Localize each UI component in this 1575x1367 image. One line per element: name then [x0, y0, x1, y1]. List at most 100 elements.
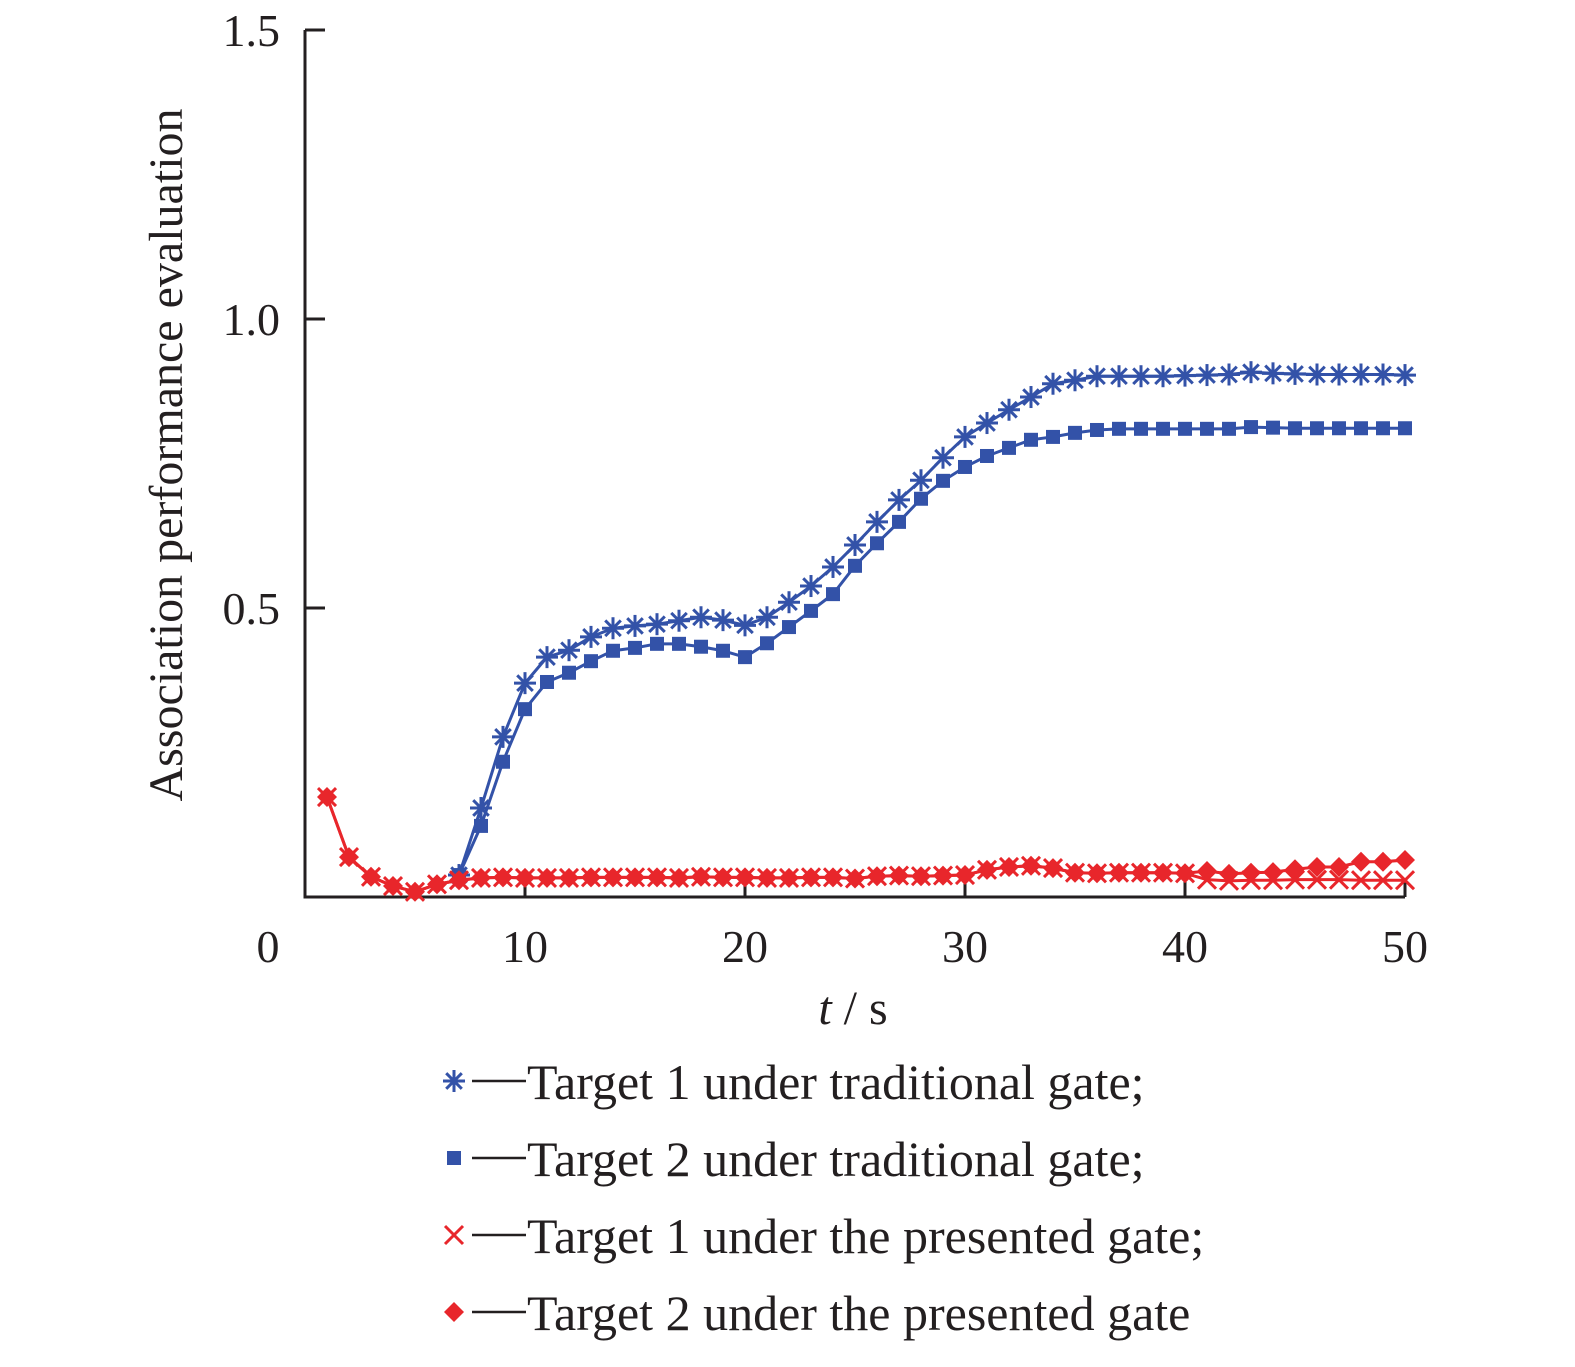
data-point [892, 514, 906, 529]
marker-shape [1307, 856, 1327, 877]
data-point [1284, 362, 1306, 385]
legend-label: Target 2 under traditional gate; [527, 1131, 1145, 1187]
marker-shape [760, 636, 774, 651]
series-line [457, 370, 1406, 876]
marker-shape [1285, 859, 1305, 880]
data-point [1197, 860, 1217, 881]
marker-shape [1156, 421, 1170, 436]
marker-stroke [1284, 869, 1306, 890]
marker-shape [427, 874, 447, 895]
marker-stroke [538, 648, 556, 666]
data-point [562, 665, 576, 680]
x-tick-label: 10 [502, 921, 548, 972]
data-point [1086, 365, 1108, 388]
data-point [914, 491, 928, 506]
data-point [933, 865, 953, 886]
data-point [888, 488, 910, 511]
y-tick-label: 0.5 [223, 583, 281, 634]
data-point [1288, 421, 1302, 436]
marker-shape [471, 867, 491, 888]
data-point [867, 866, 887, 887]
legend-item-3: Target 1 under the presented gate; [443, 1208, 1204, 1264]
data-point [1373, 851, 1393, 872]
marker-stroke [1330, 365, 1348, 384]
marker-shape [1087, 863, 1107, 884]
marker-shape [870, 536, 884, 551]
marker-stroke [780, 593, 798, 612]
marker-stroke [934, 448, 952, 467]
marker-stroke [1154, 367, 1172, 386]
data-point [844, 533, 866, 556]
x-tick-label: 20 [722, 921, 768, 972]
marker-shape [691, 866, 711, 887]
data-point [580, 625, 602, 648]
y-axis-label: Association performance evaluation [140, 108, 193, 801]
data-point [823, 867, 843, 888]
data-point [735, 867, 755, 888]
marker-shape [1134, 421, 1148, 436]
data-point [958, 459, 972, 474]
data-point [694, 639, 708, 654]
data-point [954, 425, 976, 448]
marker-shape [449, 870, 469, 891]
marker-shape [958, 459, 972, 474]
marker-shape [444, 1302, 464, 1322]
data-point [405, 881, 425, 902]
marker-shape [955, 865, 975, 886]
series-4 [317, 787, 1415, 902]
marker-shape [933, 865, 953, 886]
square-icon [447, 1151, 461, 1165]
marker-shape [650, 636, 664, 651]
marker-shape [826, 587, 840, 602]
marker-shape [1266, 420, 1280, 435]
data-point [584, 654, 598, 669]
data-point [822, 555, 844, 578]
marker-stroke [758, 608, 776, 627]
marker-shape [606, 643, 620, 658]
data-point [1112, 421, 1126, 436]
marker-stroke [1350, 870, 1372, 891]
data-point [1350, 363, 1372, 386]
data-point [1306, 869, 1328, 890]
marker-shape [911, 866, 931, 887]
marker-shape [317, 787, 337, 808]
data-point [1372, 870, 1394, 891]
legend: Target 1 under traditional gate; Target 2… [443, 1054, 1204, 1341]
y-tick-label: 1.5 [223, 5, 281, 56]
marker-shape [782, 620, 796, 635]
marker-shape [625, 867, 645, 888]
data-point [911, 866, 931, 887]
data-point [804, 603, 818, 618]
data-point [1065, 862, 1085, 883]
marker-shape [914, 491, 928, 506]
marker-shape [493, 867, 513, 888]
data-point [1284, 869, 1306, 890]
data-point [1068, 425, 1082, 440]
marker-shape [694, 639, 708, 654]
data-point [1175, 863, 1195, 884]
marker-stroke [670, 611, 688, 630]
marker-stroke [472, 799, 490, 817]
marker-shape [980, 448, 994, 463]
data-point [1350, 870, 1372, 891]
marker-stroke [1022, 388, 1040, 406]
marker-stroke [1132, 367, 1150, 386]
x-icon [443, 1224, 465, 1246]
marker-stroke [1000, 400, 1018, 419]
legend-label: Target 1 under traditional gate; [527, 1054, 1145, 1110]
data-point [1398, 421, 1412, 436]
data-point [980, 448, 994, 463]
origin-label: 0 [257, 921, 280, 972]
legend-label: Target 2 under the presented gate [527, 1285, 1190, 1341]
marker-stroke [1396, 366, 1414, 384]
marker-stroke [956, 428, 974, 446]
data-point [756, 606, 778, 629]
marker-stroke [1264, 364, 1282, 383]
data-point [471, 867, 491, 888]
marker-shape [1244, 420, 1258, 435]
data-point [317, 787, 337, 808]
data-point [628, 640, 642, 655]
marker-shape [1068, 425, 1082, 440]
marker-shape [1263, 862, 1283, 883]
data-point [716, 643, 730, 658]
